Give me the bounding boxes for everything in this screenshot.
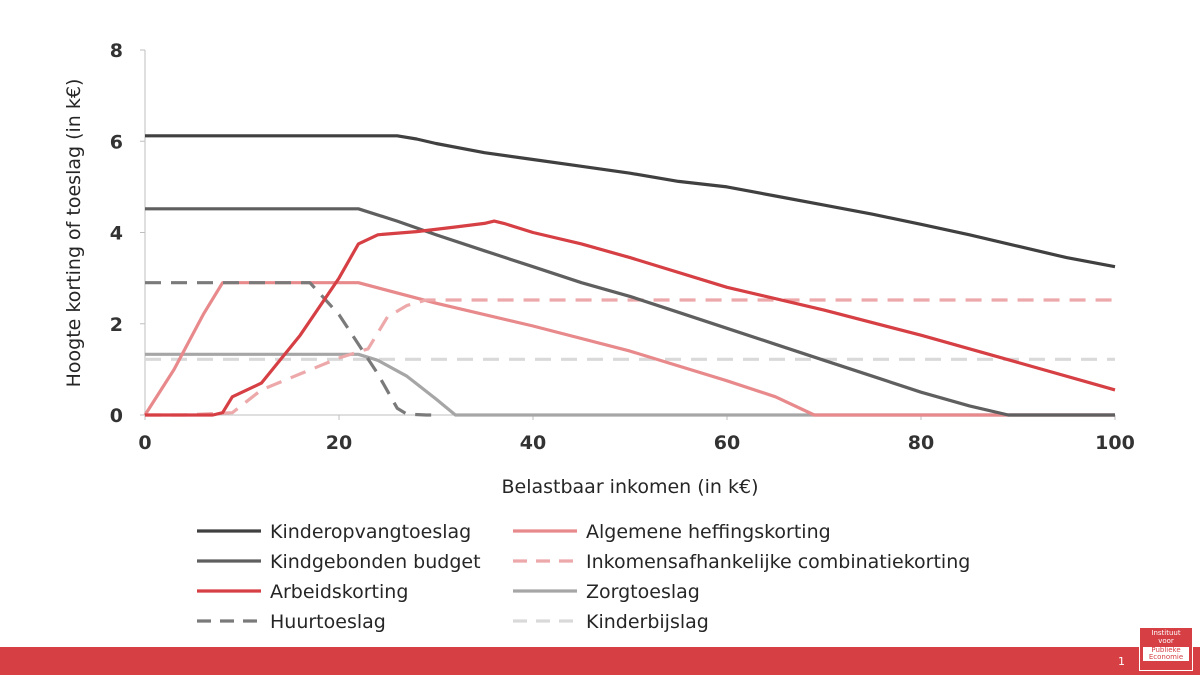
institute-logo: Instituut voor Publieke Economie (1139, 627, 1193, 671)
series-line-zorgtoeslag (145, 352, 1115, 417)
legend-label-huurtoeslag: Huurtoeslag (270, 611, 386, 633)
series-line-kinderopvangtoeslag (145, 134, 1116, 269)
logo-text-top: Instituut voor (1151, 629, 1181, 645)
series-line-inkomensafhankelijke-combinatiekorting (145, 298, 1115, 417)
footer-bar (0, 647, 1200, 675)
y-tick-label: 6 (110, 131, 123, 153)
x-tick-label: 0 (138, 432, 151, 454)
x-tick-label: 100 (1095, 432, 1135, 454)
legend-label-algemene-heffingskorting: Algemene heffingskorting (586, 521, 831, 543)
y-tick-label: 4 (110, 223, 123, 245)
series-line-arbeidskorting (145, 219, 1116, 417)
y-tick-label: 8 (110, 40, 123, 62)
series-line-kindgebonden-budget (145, 207, 1115, 417)
series-line-huurtoeslag (145, 281, 436, 417)
page-number: 1 (1118, 655, 1125, 668)
y-tick-label: 0 (110, 405, 123, 427)
chart-legend: Kinderopvangtoeslag Kindgebonden budget Ar… (197, 521, 970, 633)
x-axis-title: Belastbaar inkomen (in k€) (501, 476, 758, 498)
legend-label-zorgtoeslag: Zorgtoeslag (586, 581, 700, 603)
legend-label-kinderopvangtoeslag: Kinderopvangtoeslag (270, 521, 471, 543)
y-axis-title: Hoogte korting of toeslag (in k€) (63, 79, 85, 388)
series-line-algemene-heffingskorting (143, 281, 1115, 417)
x-tick-label: 20 (326, 432, 352, 454)
legend-label-kindgebonden-budget: Kindgebonden budget (270, 551, 481, 573)
legend-label-arbeidskorting: Arbeidskorting (270, 581, 408, 603)
x-tick-label: 40 (520, 432, 546, 454)
legend-label-inkomensafhankelijke-combinatiekorting: Inkomensafhankelijke combinatiekorting (586, 551, 970, 573)
logo-text-bottom: Publieke Economie (1143, 647, 1189, 661)
x-tick-label: 60 (714, 432, 740, 454)
y-tick-label: 2 (110, 314, 123, 336)
x-tick-label: 80 (908, 432, 934, 454)
legend-label-kinderbijslag: Kinderbijslag (586, 611, 709, 633)
chart-series (143, 134, 1116, 417)
